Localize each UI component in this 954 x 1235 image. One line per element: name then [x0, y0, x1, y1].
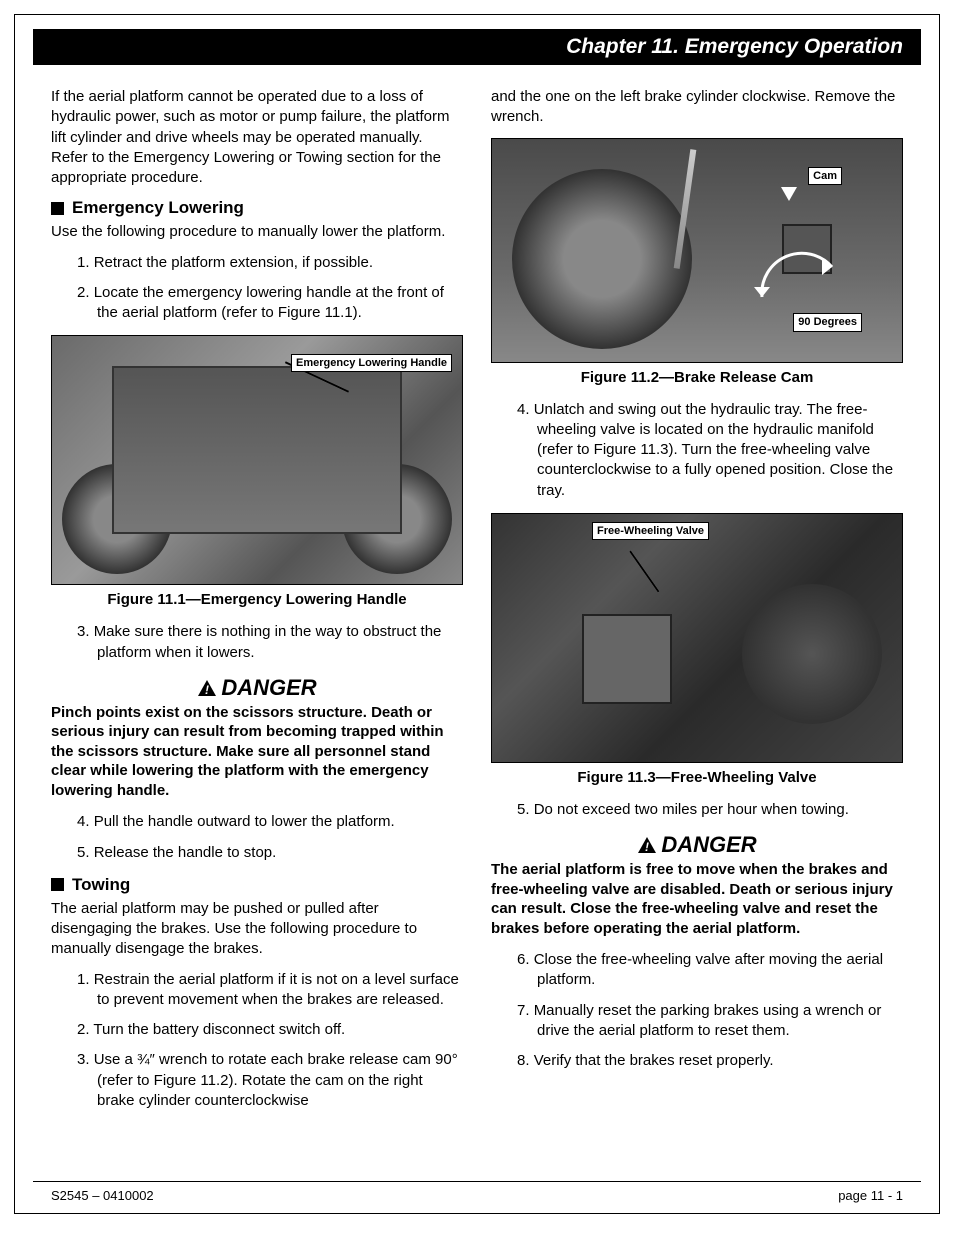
- figure-11-1-caption: Figure 11.1—Emergency Lowering Handle: [51, 591, 463, 608]
- chapter-title: Chapter 11. Emergency Operation: [566, 35, 903, 58]
- step-item: Do not exceed two miles per hour when to…: [499, 800, 903, 820]
- emergency-steps-1-2: Retract the platform extension, if possi…: [51, 253, 463, 324]
- emergency-lowering-title: Emergency Lowering: [72, 198, 244, 218]
- towing-lead: The aerial platform may be pushed or pul…: [51, 899, 463, 960]
- step-item: Close the free-wheeling valve after movi…: [499, 950, 903, 991]
- towing-step-4: Unlatch and swing out the hydraulic tray…: [491, 400, 903, 501]
- arc-arrow-icon: [752, 247, 842, 307]
- towing-steps-6-8: Close the free-wheeling valve after movi…: [491, 950, 903, 1071]
- svg-text:!: !: [645, 840, 649, 854]
- towing-steps-1-3: Restrain the aerial platform if it is no…: [51, 970, 463, 1112]
- towing-continuation: and the one on the left brake cylinder c…: [491, 87, 903, 128]
- emergency-lowering-heading: Emergency Lowering: [51, 198, 463, 218]
- figure-11-2-caption: Figure 11.2—Brake Release Cam: [491, 369, 903, 386]
- step-item: Make sure there is nothing in the way to…: [59, 622, 463, 663]
- emergency-steps-4-5: Pull the handle outward to lower the pla…: [51, 812, 463, 863]
- manifold-block: [582, 614, 672, 704]
- left-column: If the aerial platform cannot be operate…: [51, 87, 463, 1123]
- footer-doc-id: S2545 – 0410002: [51, 1188, 154, 1203]
- figure-11-1: Emergency Lowering Handle: [51, 335, 463, 585]
- danger-warning-text: Pinch points exist on the scissors struc…: [51, 703, 463, 801]
- step-item: Pull the handle outward to lower the pla…: [59, 812, 463, 832]
- emergency-lead: Use the following procedure to manually …: [51, 222, 463, 242]
- step-item: Restrain the aerial platform if it is no…: [59, 970, 463, 1011]
- figure-11-2: Cam 90 Degrees: [491, 138, 903, 363]
- danger-warning-text: The aerial platform is free to move when…: [491, 860, 903, 938]
- callout-label: Emergency Lowering Handle: [291, 354, 452, 372]
- danger-label: DANGER: [661, 832, 756, 858]
- svg-text:!: !: [205, 683, 209, 697]
- towing-title: Towing: [72, 875, 130, 895]
- callout-text: Cam: [813, 170, 837, 182]
- figure-11-3: Free-Wheeling Valve: [491, 513, 903, 763]
- footer-page-number: page 11 - 1: [838, 1188, 903, 1203]
- callout-text: Free-Wheeling Valve: [597, 525, 704, 537]
- danger-heading: ! DANGER: [51, 675, 463, 701]
- callout-label: 90 Degrees: [793, 313, 862, 331]
- danger-heading: ! DANGER: [491, 832, 903, 858]
- danger-label: DANGER: [221, 675, 316, 701]
- chassis-shape: [112, 366, 402, 534]
- callout-label: Cam: [808, 167, 842, 185]
- square-bullet-icon: [51, 202, 64, 215]
- step-item: Retract the platform extension, if possi…: [59, 253, 463, 273]
- two-column-layout: If the aerial platform cannot be operate…: [15, 87, 939, 1123]
- step-item: Manually reset the parking brakes using …: [499, 1001, 903, 1042]
- emergency-step-3: Make sure there is nothing in the way to…: [51, 622, 463, 663]
- manual-page: Chapter 11. Emergency Operation If the a…: [14, 14, 940, 1214]
- towing-heading: Towing: [51, 875, 463, 895]
- step-item: Turn the battery disconnect switch off.: [59, 1020, 463, 1040]
- intro-paragraph: If the aerial platform cannot be operate…: [51, 87, 463, 188]
- warning-triangle-icon: !: [637, 836, 657, 854]
- towing-step-5: Do not exceed two miles per hour when to…: [491, 800, 903, 820]
- step-item: Locate the emergency lowering handle at …: [59, 283, 463, 324]
- warning-triangle-icon: !: [197, 679, 217, 697]
- wheel-shape: [512, 169, 692, 349]
- motor-shape: [742, 584, 882, 724]
- step-item: Release the handle to stop.: [59, 843, 463, 863]
- right-column: and the one on the left brake cylinder c…: [491, 87, 903, 1123]
- step-item: Verify that the brakes reset properly.: [499, 1051, 903, 1071]
- arrow-down-icon: [781, 187, 797, 201]
- figure-11-3-caption: Figure 11.3—Free-Wheeling Valve: [491, 769, 903, 786]
- callout-text: Emergency Lowering Handle: [296, 357, 447, 369]
- square-bullet-icon: [51, 878, 64, 891]
- page-footer: S2545 – 0410002 page 11 - 1: [33, 1181, 921, 1203]
- step-item: Unlatch and swing out the hydraulic tray…: [499, 400, 903, 501]
- callout-text: 90 Degrees: [798, 316, 857, 328]
- callout-label: Free-Wheeling Valve: [592, 522, 709, 540]
- chapter-title-bar: Chapter 11. Emergency Operation: [33, 29, 921, 65]
- step-item: Use a ¾″ wrench to rotate each brake rel…: [59, 1050, 463, 1111]
